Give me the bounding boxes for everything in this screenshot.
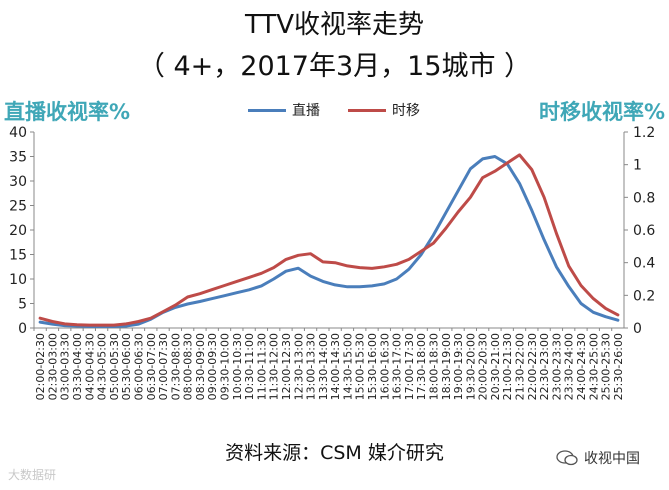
y-tick-label-right: 1.2 [633, 125, 655, 141]
series-line-timeshift [38, 153, 620, 327]
x-tick-label: 07:00-07:30 [157, 333, 170, 400]
x-tick-label: 13:30-14:00 [317, 333, 330, 400]
wechat-icon [556, 450, 578, 466]
x-tick-label: 12:00-12:30 [280, 333, 293, 400]
x-tick-label: 08:00-08:30 [182, 333, 195, 400]
x-tick-label: 03:00-03:30 [59, 333, 72, 400]
legend-swatch-live [248, 108, 286, 112]
chart-subtitle: （ 4+，2017年3月，15城市 ） [137, 51, 532, 82]
x-tick-label: 11:30-12:00 [268, 333, 281, 400]
legend-item-live: 直播 [248, 100, 320, 120]
x-tick-label: 22:30-23:00 [538, 333, 551, 400]
y-tick-label-right: 0.8 [633, 190, 655, 206]
x-tick-label: 04:30-05:00 [96, 333, 109, 400]
legend: 直播 时移 [248, 100, 448, 120]
y-tick-label-right: 0 [633, 321, 642, 337]
x-tick-label: 10:00-10:30 [231, 333, 244, 400]
x-tick-label: 23:30-24:00 [563, 333, 576, 400]
x-tick-label: 17:00-17:30 [403, 333, 416, 400]
x-tick-label: 24:30-25:00 [587, 333, 600, 400]
x-tick-label: 10:30-11:00 [243, 333, 256, 400]
y-tick-label-left: 5 [18, 297, 27, 313]
y-tick-label-left: 30 [9, 174, 27, 190]
x-tick-label: 11:00-11:30 [255, 333, 268, 400]
x-tick-label: 12:30-13:00 [292, 333, 305, 400]
wechat-label: 收视中国 [584, 451, 640, 467]
y-tick-label-left: 20 [9, 223, 27, 239]
x-tick-label: 06:30-07:00 [145, 333, 158, 400]
x-tick-label: 02:30-03:00 [46, 333, 59, 400]
x-tick-label: 16:30-17:00 [391, 333, 404, 400]
legend-swatch-timeshift [348, 108, 386, 112]
x-tick-label: 14:30-15:00 [341, 333, 354, 400]
y-tick-label-left: 35 [9, 150, 27, 166]
x-tick-label: 24:00-24:30 [575, 333, 588, 400]
x-tick-label: 05:30-06:00 [120, 333, 133, 400]
y-tick-label-left: 40 [9, 125, 27, 141]
y-tick-label-right: 0.2 [633, 288, 655, 304]
y-tick-label-left: 0 [18, 321, 27, 337]
x-tick-label: 16:00-16:30 [378, 333, 391, 400]
legend-label-live: 直播 [292, 103, 320, 119]
x-tick-label: 19:30-20:00 [464, 333, 477, 400]
x-tick-label: 19:00-19:30 [452, 333, 465, 400]
source-note: 资料来源：CSM 媒介研究 [225, 442, 444, 464]
x-tick-label: 18:30-19:00 [440, 333, 453, 400]
x-tick-label: 20:00-20:30 [477, 333, 490, 400]
x-tick-label: 20:30-21:00 [489, 333, 502, 400]
x-tick-label: 23:00-23:30 [550, 333, 563, 400]
x-tick-label: 25:30-26:00 [612, 333, 625, 400]
y-tick-label-right: 1 [633, 158, 642, 174]
x-tick-label: 09:00-09:30 [206, 333, 219, 400]
y-tick-label-left: 10 [9, 272, 27, 288]
y-tick-label-right: 0.4 [633, 256, 655, 272]
x-tick-label: 14:00-14:30 [329, 333, 342, 400]
x-tick-label: 21:30-22:00 [514, 333, 527, 400]
x-tick-label: 15:30-16:00 [366, 333, 379, 400]
y-tick-label-left: 25 [9, 199, 27, 215]
x-tick-label: 07:30-08:00 [169, 333, 182, 400]
x-tick-label: 18:00-18:30 [427, 333, 440, 400]
x-tick-label: 13:00-13:30 [305, 333, 318, 400]
x-tick-label: 09:30-10:00 [219, 333, 232, 400]
series-line-live [38, 155, 620, 328]
legend-item-timeshift: 时移 [348, 100, 420, 120]
x-tick-label: 22:00-22:30 [526, 333, 539, 400]
wechat-badge: 收视中国 [556, 448, 640, 468]
legend-label-timeshift: 时移 [392, 103, 420, 119]
x-tick-label: 15:00-15:30 [354, 333, 367, 400]
x-tick-label: 25:00-25:30 [600, 333, 613, 400]
right-axis-title: 时移收视率% [538, 100, 665, 124]
left-axis-title: 直播收视率% [4, 100, 131, 124]
y-tick-label-left: 15 [9, 248, 27, 264]
x-tick-label: 02:00-02:30 [34, 333, 47, 400]
chart-title: TTV收视率走势 [244, 10, 425, 40]
watermark: 大数据研 [8, 468, 57, 482]
x-tick-label: 21:00-21:30 [501, 333, 514, 400]
x-tick-label: 03:30-04:00 [71, 333, 84, 400]
x-tick-label: 06:00-06:30 [132, 333, 145, 400]
x-tick-label: 08:30-09:00 [194, 333, 207, 400]
x-tick-label: 04:00-04:30 [83, 333, 96, 400]
x-tick-label: 17:30-18:00 [415, 333, 428, 400]
x-tick-label: 05:00-05:30 [108, 333, 121, 400]
y-tick-label-right: 0.6 [633, 223, 655, 239]
